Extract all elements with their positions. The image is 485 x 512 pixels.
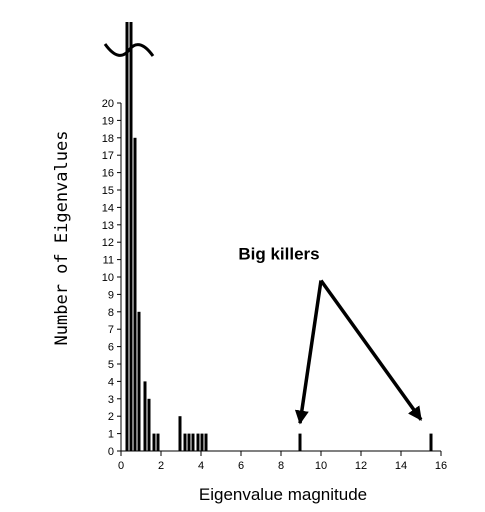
axes: [120, 103, 441, 452]
x-tick-label: 8: [278, 460, 284, 472]
y-tick-label: 5: [108, 359, 114, 371]
x-tick-label: 4: [198, 460, 204, 472]
bar: [143, 381, 147, 451]
y-tick-label: 17: [102, 150, 114, 162]
bar: [125, 22, 129, 451]
y-axis-label: Number of Eigenvalues: [52, 131, 72, 346]
y-tick-label: 12: [102, 237, 114, 249]
bar: [429, 433, 433, 451]
y-tick-label: 6: [108, 342, 114, 354]
y-tick-label: 8: [108, 307, 114, 319]
y-tick-label: 9: [108, 289, 114, 301]
y-tick-label: 1: [108, 429, 114, 441]
bar: [129, 22, 133, 451]
bars-layer: [125, 22, 433, 452]
y-tick-label: 3: [108, 394, 114, 406]
x-tick-label: 0: [118, 460, 124, 472]
bar: [178, 416, 182, 451]
x-tick-label: 14: [395, 460, 407, 472]
y-tick-label: 19: [102, 115, 114, 127]
axis-break-mark: [103, 43, 155, 57]
annotation-arrow: [319, 279, 423, 421]
bar: [147, 398, 151, 451]
y-tick-label: 4: [108, 376, 114, 388]
y-tick-label: 14: [102, 202, 114, 214]
x-tick-label: 6: [238, 460, 244, 472]
bar: [183, 433, 187, 451]
bar: [156, 433, 160, 451]
bar: [133, 137, 137, 452]
bar: [187, 433, 191, 451]
x-tick-label: 10: [315, 460, 327, 472]
y-tick-label: 18: [102, 133, 114, 145]
annotation-arrow: [294, 280, 323, 425]
x-axis-label: Eigenvalue magnitude: [199, 485, 367, 504]
x-tick-label: 16: [435, 460, 447, 472]
annotation-label: Big killers: [238, 244, 319, 263]
bar: [152, 433, 156, 451]
bar: [191, 433, 195, 451]
y-tick-label: 13: [102, 220, 114, 232]
bar: [204, 433, 208, 451]
y-tick-label: 10: [102, 272, 114, 284]
y-tick-label: 7: [108, 324, 114, 336]
y-tick-label: 2: [108, 411, 114, 423]
y-tick-label: 20: [102, 98, 114, 110]
y-tick-label: 16: [102, 168, 114, 180]
y-tick-label: 15: [102, 185, 114, 197]
annotation: Big killers: [238, 244, 423, 425]
bar: [137, 311, 141, 451]
x-tick-label: 2: [158, 460, 164, 472]
bar: [196, 433, 200, 451]
y-tick-label: 11: [103, 255, 114, 267]
bar: [200, 433, 204, 451]
x-ticks: 0 2 4 6 8 10 12 14 16: [118, 451, 447, 472]
y-tick-label: 0: [108, 446, 114, 458]
x-tick-label: 12: [355, 460, 367, 472]
bar: [298, 433, 302, 451]
